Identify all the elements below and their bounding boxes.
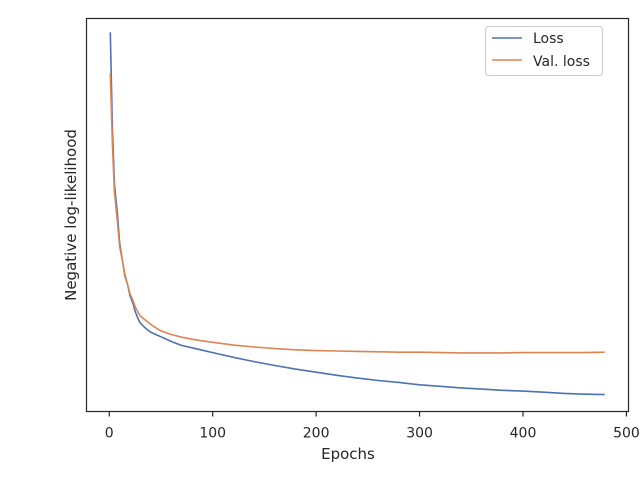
plot-frame <box>85 17 630 413</box>
x-tick-label: 200 <box>303 426 330 442</box>
series-lines <box>109 32 605 396</box>
x-axis-title: Epochs <box>321 445 375 463</box>
x-tick-label: 300 <box>406 426 433 442</box>
series-line-val-loss <box>109 73 605 354</box>
series-line-loss <box>109 32 605 396</box>
x-tick-label: 0 <box>105 426 114 442</box>
legend-label-loss: Loss <box>533 31 564 47</box>
legend-label-val-loss: Val. loss <box>533 54 590 70</box>
x-axis: 0 100 200 300 400 500 <box>105 411 640 442</box>
legend: Loss Val. loss <box>485 26 603 76</box>
x-tick-label: 100 <box>199 426 226 442</box>
x-tick-label: 500 <box>613 426 640 442</box>
x-tick-label: 400 <box>510 426 537 442</box>
y-axis-title: Negative log-likelihood <box>62 129 80 301</box>
